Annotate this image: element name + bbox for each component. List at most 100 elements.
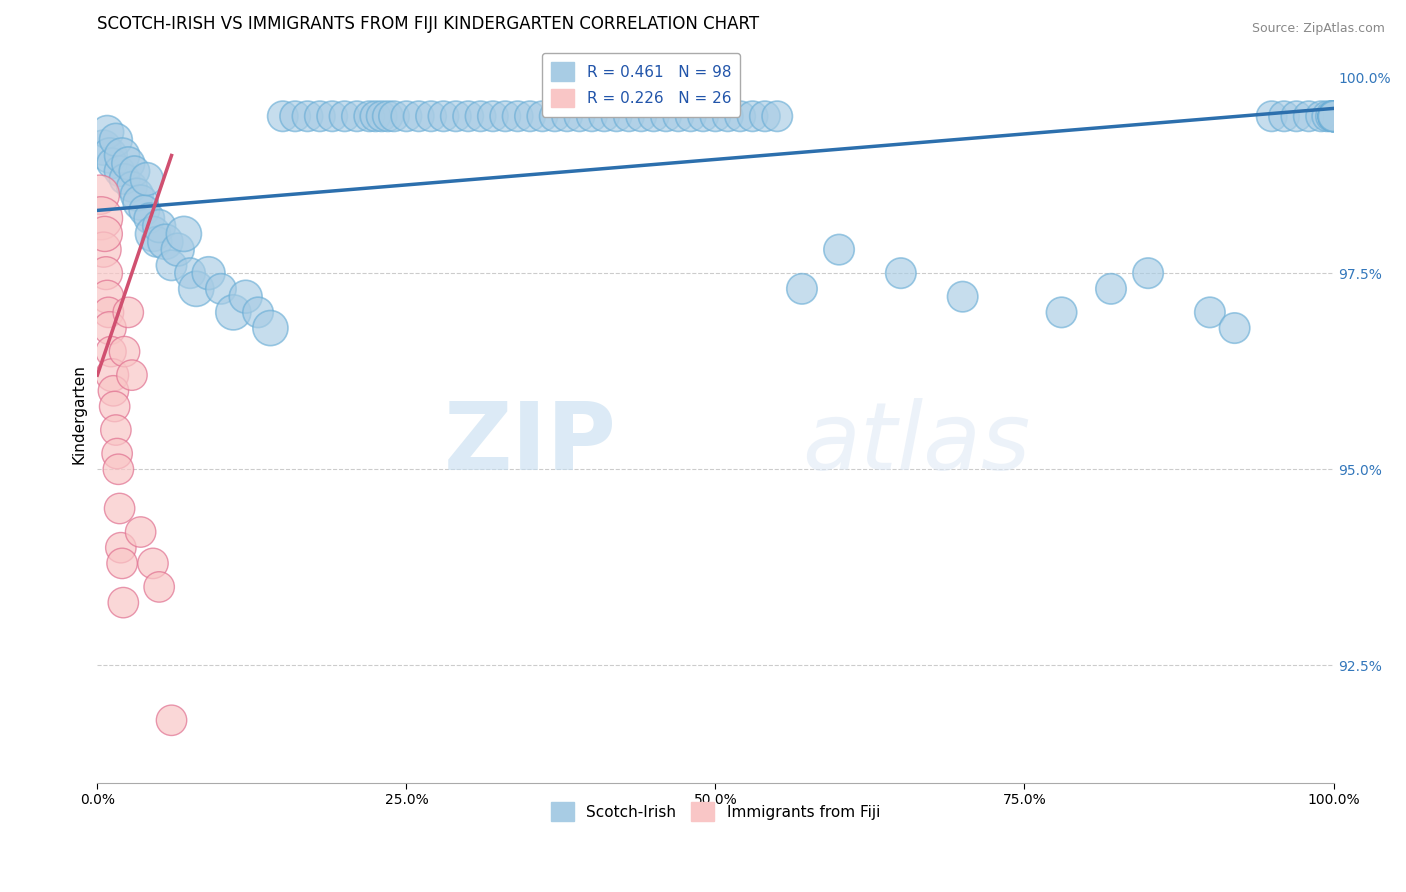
Point — [1310, 109, 1333, 123]
Point — [93, 243, 115, 257]
Point — [173, 227, 195, 241]
Point — [148, 219, 170, 233]
Point — [98, 148, 121, 162]
Point — [98, 321, 121, 335]
Point — [110, 541, 132, 555]
Point — [97, 305, 120, 319]
Point — [111, 557, 134, 571]
Point — [134, 203, 156, 218]
Point — [382, 109, 405, 123]
Point — [155, 235, 177, 249]
Point — [1260, 109, 1282, 123]
Point — [108, 501, 131, 516]
Point — [197, 266, 219, 280]
Text: ZIP: ZIP — [444, 398, 617, 490]
Point — [90, 211, 112, 226]
Point — [93, 141, 115, 155]
Point — [482, 109, 505, 123]
Point — [1316, 109, 1339, 123]
Y-axis label: Kindergarten: Kindergarten — [72, 365, 86, 465]
Point — [145, 235, 167, 249]
Point — [321, 109, 343, 123]
Point — [408, 109, 430, 123]
Point — [593, 109, 616, 123]
Point — [666, 109, 689, 123]
Point — [1322, 109, 1344, 123]
Point — [105, 446, 128, 460]
Point — [104, 133, 127, 147]
Point — [377, 109, 399, 123]
Point — [94, 266, 117, 280]
Point — [259, 321, 281, 335]
Point — [1322, 109, 1344, 123]
Point — [121, 179, 143, 194]
Point — [129, 195, 152, 210]
Point — [754, 109, 776, 123]
Point — [828, 243, 851, 257]
Point — [1272, 109, 1295, 123]
Point — [420, 109, 443, 123]
Point — [1099, 282, 1122, 296]
Point — [617, 109, 640, 123]
Point — [1320, 109, 1343, 123]
Point — [104, 423, 127, 437]
Point — [364, 109, 387, 123]
Point — [432, 109, 454, 123]
Point — [494, 109, 516, 123]
Point — [107, 462, 129, 476]
Point — [235, 290, 257, 304]
Point — [1322, 109, 1344, 123]
Point — [1223, 321, 1246, 335]
Point — [519, 109, 541, 123]
Point — [308, 109, 330, 123]
Point — [952, 290, 974, 304]
Point — [1050, 305, 1073, 319]
Point — [114, 172, 136, 186]
Point — [135, 172, 157, 186]
Point — [108, 164, 131, 178]
Point — [142, 557, 165, 571]
Point — [166, 243, 188, 257]
Point — [148, 580, 170, 594]
Point — [359, 109, 381, 123]
Point — [531, 109, 554, 123]
Point — [717, 109, 740, 123]
Point — [728, 109, 751, 123]
Point — [94, 227, 117, 241]
Point — [160, 258, 183, 272]
Point — [679, 109, 702, 123]
Point — [101, 368, 124, 383]
Point — [395, 109, 418, 123]
Point — [1199, 305, 1222, 319]
Point — [890, 266, 912, 280]
Point — [125, 187, 148, 202]
Point — [581, 109, 603, 123]
Point — [766, 109, 789, 123]
Text: Source: ZipAtlas.com: Source: ZipAtlas.com — [1251, 22, 1385, 36]
Point — [544, 109, 567, 123]
Point — [470, 109, 492, 123]
Point — [138, 211, 160, 226]
Point — [114, 344, 136, 359]
Point — [346, 109, 368, 123]
Point — [1322, 109, 1344, 123]
Point — [555, 109, 578, 123]
Point — [692, 109, 714, 123]
Point — [1322, 109, 1344, 123]
Point — [142, 227, 165, 241]
Point — [370, 109, 392, 123]
Point — [271, 109, 294, 123]
Text: SCOTCH-IRISH VS IMMIGRANTS FROM FIJI KINDERGARTEN CORRELATION CHART: SCOTCH-IRISH VS IMMIGRANTS FROM FIJI KIN… — [97, 15, 759, 33]
Point — [96, 125, 118, 139]
Point — [568, 109, 591, 123]
Point — [160, 713, 183, 727]
Point — [100, 344, 122, 359]
Point — [111, 148, 134, 162]
Point — [222, 305, 245, 319]
Point — [1285, 109, 1308, 123]
Point — [186, 282, 208, 296]
Point — [790, 282, 813, 296]
Point — [444, 109, 467, 123]
Point — [643, 109, 665, 123]
Point — [741, 109, 763, 123]
